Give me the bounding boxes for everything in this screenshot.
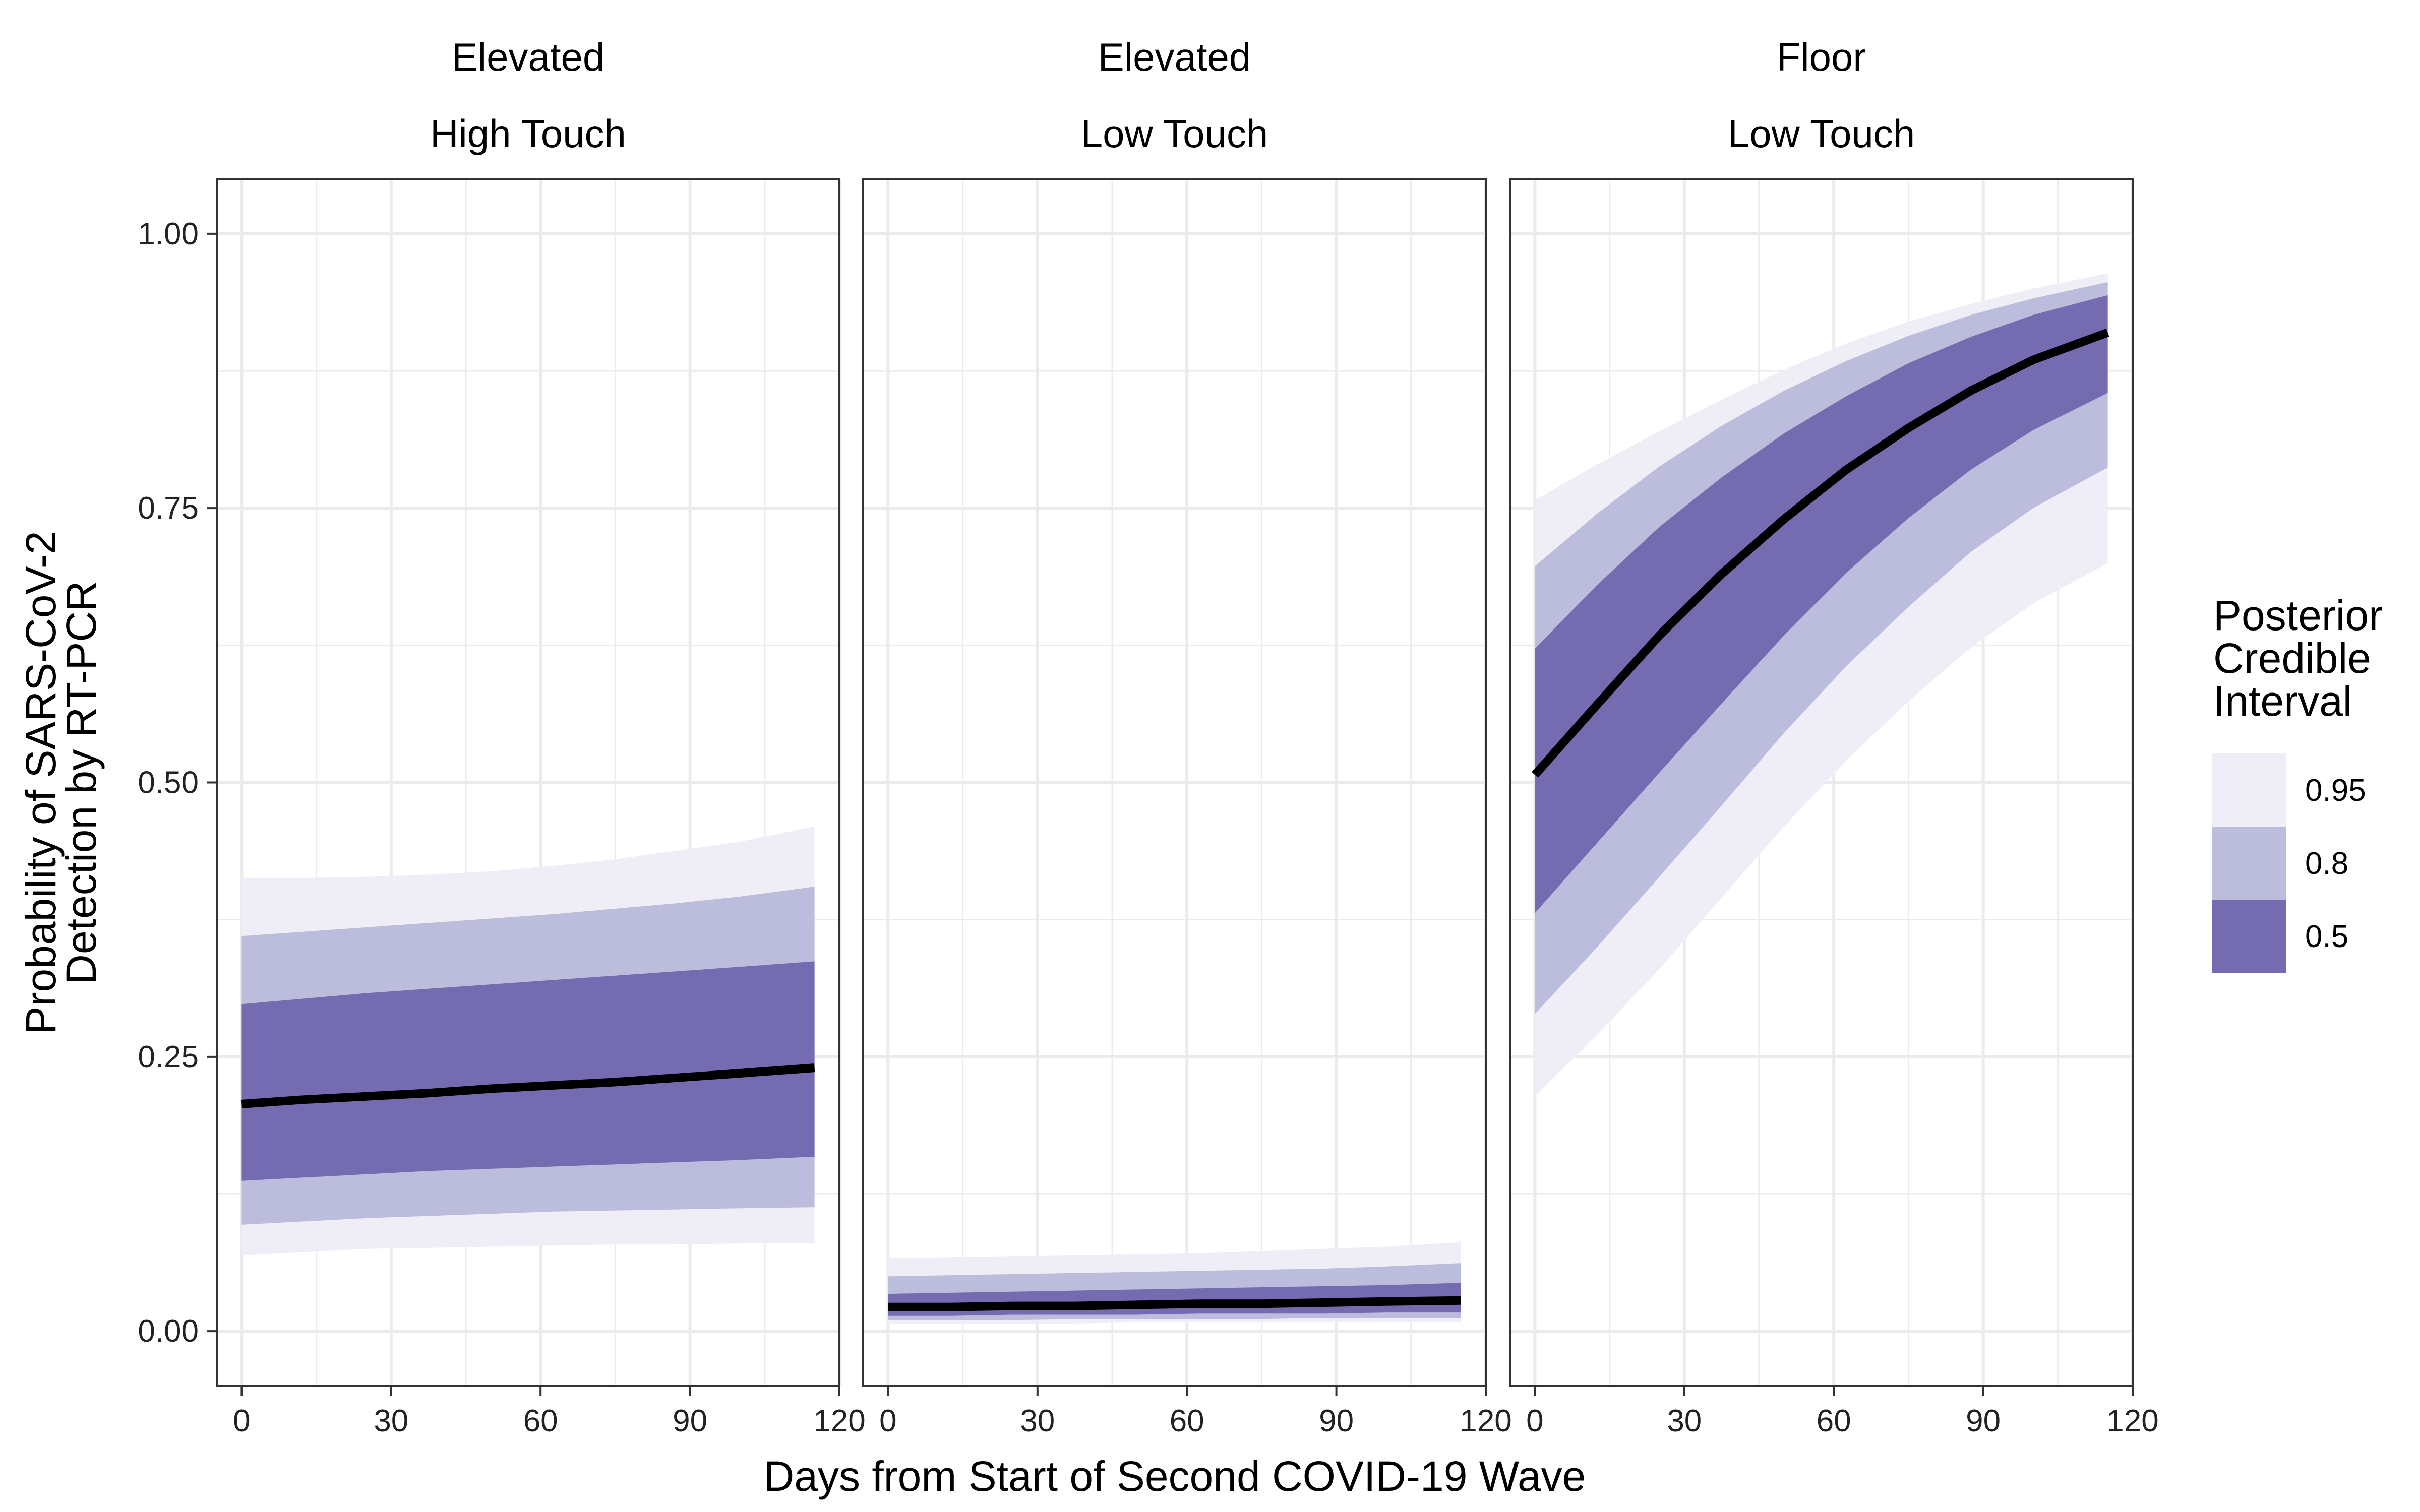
y-tick-label: 0.50: [138, 766, 199, 800]
ribbon-50: [1535, 295, 2108, 913]
strip-label-bottom: High Touch: [430, 111, 626, 156]
legend-title-line: Credible: [2213, 635, 2371, 682]
x-tick-label: 60: [1817, 1404, 1851, 1438]
y-axis-title-line: Probability of SARS-CoV-2: [17, 531, 65, 1034]
panel-border: [1509, 178, 2134, 1387]
legend-label: 0.8: [2305, 846, 2348, 881]
x-tick-label: 0: [879, 1404, 896, 1438]
median-line: [888, 1296, 1461, 1311]
legend-label: 0.95: [2305, 773, 2366, 808]
panel-border: [862, 178, 1487, 1387]
x-axis-title: Days from Start of Second COVID-19 Wave: [764, 1453, 1586, 1500]
legend-key-0-5: [2212, 900, 2286, 973]
x-tick-label: 60: [1170, 1404, 1204, 1438]
y-tick-label: 0.00: [138, 1314, 199, 1349]
x-tick-label: 0: [1526, 1404, 1543, 1438]
median-line: [241, 1063, 815, 1108]
strip-label-bottom: Low Touch: [1728, 111, 1915, 156]
x-tick-label: 120: [1460, 1404, 1511, 1438]
x-tick-label: 90: [1319, 1404, 1354, 1438]
y-tick-label: 0.25: [138, 1040, 199, 1075]
y-tick-label: 0.75: [138, 491, 199, 526]
y-axis-title-line: Detection by RT-PCR: [57, 581, 105, 984]
legend-title-line: Interval: [2213, 677, 2352, 725]
x-tick-label: 0: [233, 1404, 250, 1438]
strip-label-top: Elevated: [452, 35, 605, 79]
x-tick-label: 90: [673, 1404, 707, 1438]
legend-title-line: Posterior: [2213, 592, 2383, 639]
panel-1: Elevated High Touch 0 30 60 90 120: [216, 35, 866, 1438]
x-tick-label: 30: [1667, 1404, 1702, 1438]
legend-key-0-8: [2212, 827, 2286, 900]
strip-label-top: Elevated: [1098, 35, 1251, 79]
x-tick-label: 30: [1020, 1404, 1055, 1438]
strip-label-bottom: Low Touch: [1081, 111, 1268, 156]
strip-label-top: Floor: [1777, 35, 1866, 79]
legend-label: 0.5: [2305, 919, 2348, 954]
x-tick-label: 120: [2106, 1404, 2158, 1438]
panel-3: Floor Low Touch 0 30 60 90 120: [1509, 35, 2159, 1438]
x-tick-label: 120: [813, 1404, 865, 1438]
ribbon-50: [241, 961, 815, 1181]
panel-2: Elevated Low Touch 0 30 60 90 120: [862, 35, 1512, 1438]
x-tick-label: 90: [1966, 1404, 2001, 1438]
x-tick-label: 30: [374, 1404, 408, 1438]
legend-key-0-95: [2212, 753, 2286, 827]
median-line: [1532, 328, 2109, 778]
y-tick-label: 1.00: [138, 217, 199, 251]
x-tick-label: 60: [523, 1404, 558, 1438]
